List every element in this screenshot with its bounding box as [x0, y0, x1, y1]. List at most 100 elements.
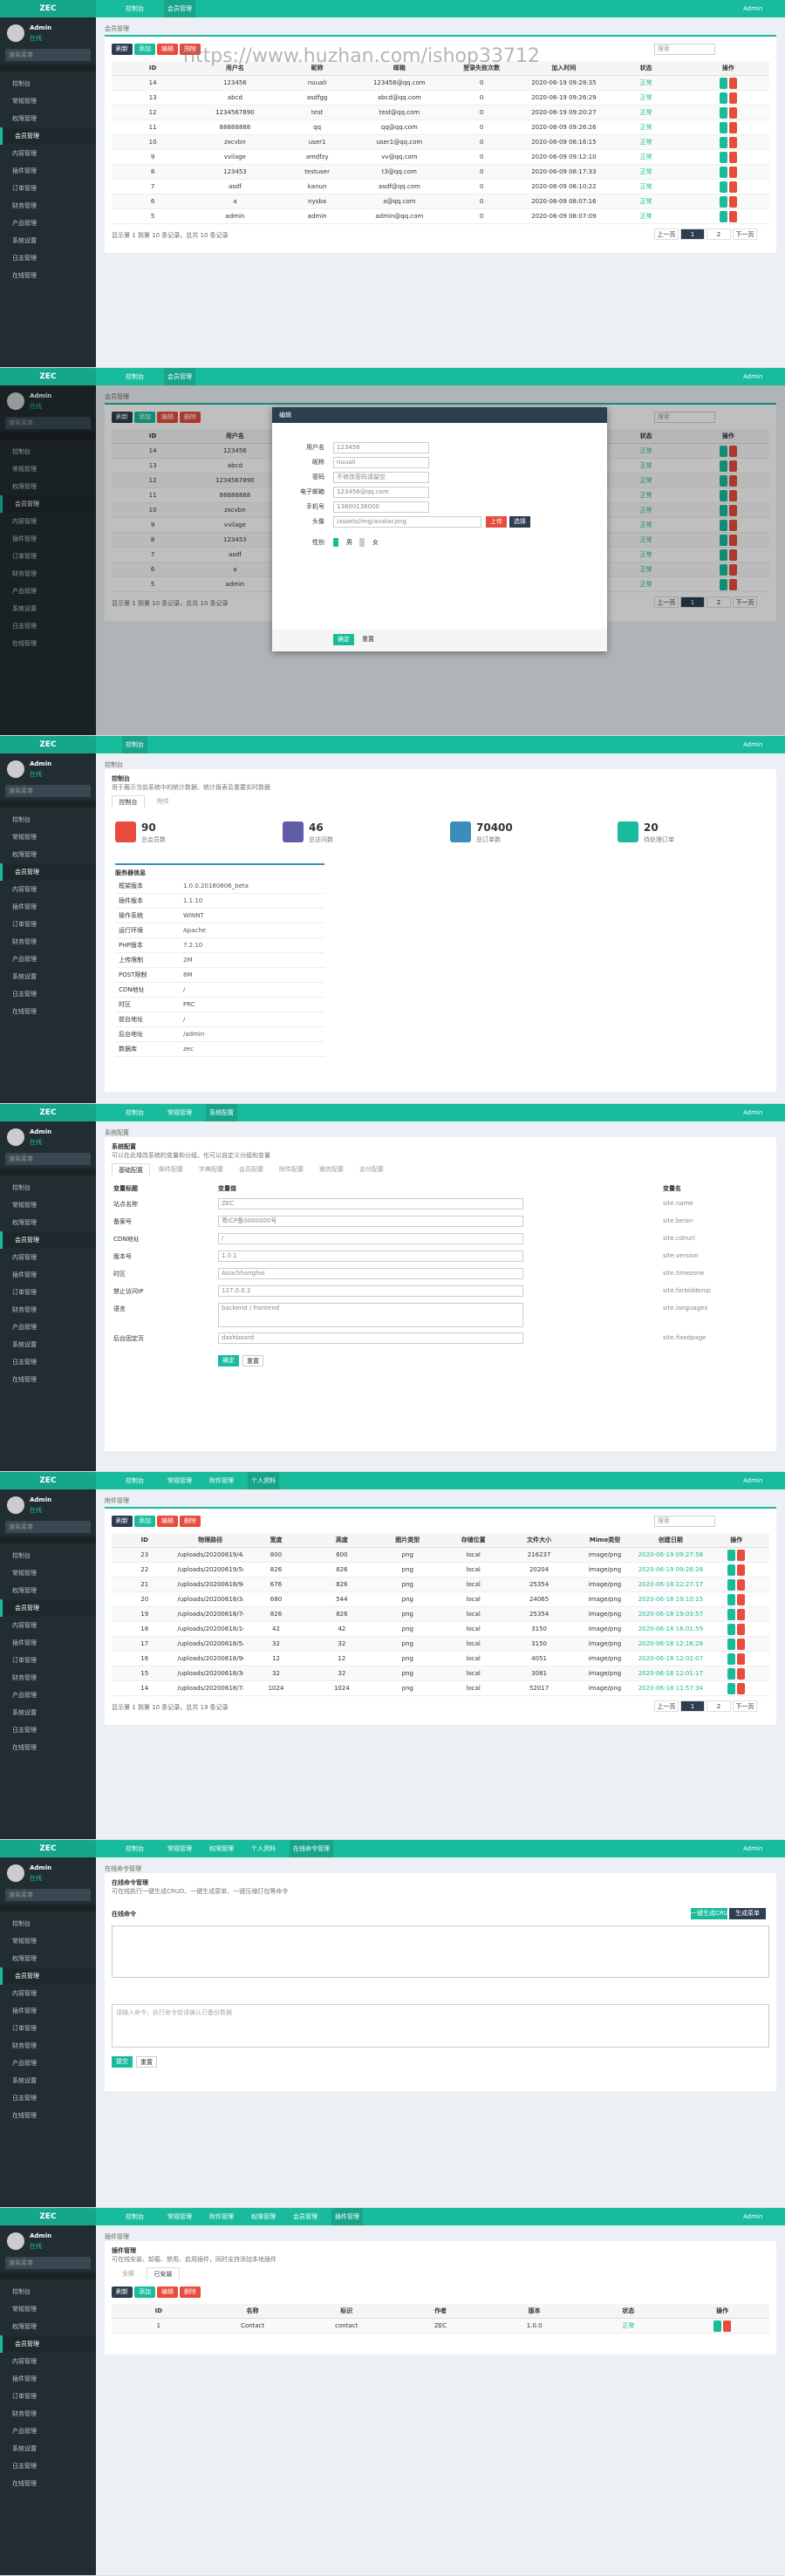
menu-item[interactable]: 财务管理 — [12, 1306, 37, 1313]
menu-item[interactable]: 内容管理 — [12, 518, 37, 525]
search-input[interactable]: 搜索 — [654, 1516, 715, 1527]
action-button[interactable]: 一键生成CRUD — [691, 1908, 727, 1919]
menu-item[interactable]: 内容管理 — [12, 886, 37, 893]
delete-button[interactable] — [728, 549, 737, 561]
field-input[interactable]: /assets/img/avatar.png — [333, 516, 481, 528]
menu-item[interactable]: 产品管理 — [12, 2060, 37, 2067]
edit-button[interactable] — [727, 1668, 736, 1680]
edit-button[interactable] — [727, 1564, 736, 1576]
menu-item[interactable]: 财务管理 — [12, 570, 37, 577]
nav-tab[interactable]: 控制台 — [126, 1109, 144, 1116]
nav-tab[interactable]: 会员管理 — [293, 2213, 317, 2220]
admin-name[interactable]: Admin — [743, 1477, 763, 1484]
field-input[interactable]: 123456 — [333, 442, 429, 453]
delete-button[interactable] — [728, 579, 737, 590]
menu-item[interactable]: 在线管理 — [12, 1008, 37, 1015]
textarea[interactable] — [112, 1925, 769, 1978]
menu-item[interactable]: 财务管理 — [12, 2042, 37, 2049]
delete-button[interactable] — [728, 564, 737, 576]
delete-button[interactable] — [737, 1639, 746, 1650]
delete-button[interactable] — [728, 152, 737, 163]
menu-item[interactable]: 系统设置 — [12, 973, 37, 980]
page-button[interactable]: 上一页 — [654, 228, 679, 240]
menu-item[interactable]: 系统设置 — [12, 1341, 37, 1348]
page-button[interactable]: 下一页 — [733, 228, 757, 240]
delete-button[interactable] — [728, 505, 737, 516]
menu-item[interactable]: 会员管理 — [0, 1967, 96, 1985]
field-input[interactable]: 13800138000 — [333, 501, 429, 513]
sub-tab[interactable]: 邮件配置 — [159, 1166, 183, 1173]
reset-button[interactable]: 重置 — [136, 2056, 157, 2068]
delete-button[interactable] — [728, 490, 737, 501]
menu-item[interactable]: 系统设置 — [12, 1709, 37, 1716]
delete-button[interactable] — [728, 122, 737, 133]
menu-item[interactable]: 系统设置 — [12, 2077, 37, 2084]
nav-tab[interactable]: 会员管理 — [164, 0, 195, 17]
nav-tab[interactable]: 常规管理 — [167, 1477, 192, 1484]
menu-item[interactable]: 控制台 — [12, 1552, 31, 1559]
nav-tab[interactable]: 个人资料 — [251, 1845, 276, 1852]
edit-button[interactable] — [713, 2320, 722, 2332]
menu-item[interactable]: 订单管理 — [12, 921, 37, 928]
edit-button[interactable] — [727, 1683, 736, 1694]
delete-button[interactable] — [737, 1653, 746, 1665]
edit-button[interactable] — [719, 181, 727, 193]
menu-item[interactable]: 产品管理 — [12, 1692, 37, 1699]
menu-item[interactable]: 控制台 — [12, 1920, 31, 1927]
menu-item[interactable]: 权限管理 — [12, 115, 37, 122]
menu-item[interactable]: 控制台 — [12, 2288, 31, 2295]
admin-name[interactable]: Admin — [743, 2213, 763, 2220]
toolbar-button[interactable]: 添加 — [134, 1516, 155, 1527]
delete-button[interactable] — [737, 1668, 746, 1680]
edit-button[interactable] — [719, 475, 727, 487]
delete-button[interactable] — [728, 181, 737, 193]
menu-item[interactable]: 产品管理 — [12, 220, 37, 227]
menu-item[interactable]: 订单管理 — [12, 1289, 37, 1296]
menu-item[interactable]: 系统设置 — [12, 2445, 37, 2452]
menu-item[interactable]: 财务管理 — [12, 2410, 37, 2417]
delete-button[interactable] — [737, 1564, 746, 1576]
field-input[interactable]: 粤ICP备0000000号 — [218, 1216, 523, 1227]
field-input[interactable]: 127.0.0.2 — [218, 1285, 523, 1297]
sub-tab[interactable]: 附件 — [157, 798, 169, 805]
page-button[interactable]: 1 — [680, 596, 705, 608]
delete-button[interactable] — [728, 460, 737, 472]
edit-button[interactable] — [727, 1594, 736, 1605]
menu-item[interactable]: 内容管理 — [12, 150, 37, 157]
page-button[interactable]: 2 — [706, 228, 731, 240]
menu-item[interactable]: 日志管理 — [12, 991, 37, 998]
edit-button[interactable] — [719, 137, 727, 148]
menu-item[interactable]: 会员管理 — [0, 863, 96, 881]
menu-item[interactable]: 财务管理 — [12, 202, 37, 209]
menu-item[interactable]: 会员管理 — [0, 127, 96, 145]
toolbar-button[interactable]: 刷新 — [112, 412, 133, 423]
delete-button[interactable] — [737, 1609, 746, 1620]
nav-tab[interactable]: 系统配置 — [206, 1104, 237, 1121]
ok-button[interactable]: 确定 — [218, 1355, 239, 1366]
radio-option[interactable]: 男 — [333, 538, 352, 547]
menu-item[interactable]: 产品管理 — [12, 956, 37, 963]
menu-item[interactable]: 产品管理 — [12, 588, 37, 595]
toolbar-button[interactable]: 刷新 — [112, 2286, 133, 2298]
menu-item[interactable]: 常规管理 — [12, 834, 37, 841]
menu-item[interactable]: 控制台 — [12, 80, 31, 87]
menu-item[interactable]: 插件管理 — [12, 1271, 37, 1278]
nav-tab[interactable]: 控制台 — [122, 736, 147, 753]
nav-tab[interactable]: 会员管理 — [164, 368, 195, 385]
menu-item[interactable]: 订单管理 — [12, 2393, 37, 2400]
edit-button[interactable] — [727, 1624, 736, 1635]
menu-item[interactable]: 在线管理 — [12, 640, 37, 647]
delete-button[interactable] — [737, 1550, 746, 1561]
menu-item[interactable]: 插件管理 — [12, 167, 37, 174]
nav-tab[interactable]: 常规管理 — [167, 1109, 192, 1116]
sub-tab[interactable]: 基础配置 — [112, 1163, 150, 1176]
admin-name[interactable]: Admin — [743, 373, 763, 380]
action-button[interactable]: 生成菜单 — [729, 1908, 766, 1919]
menu-item[interactable]: 常规管理 — [12, 1938, 37, 1945]
menu-item[interactable]: 插件管理 — [12, 535, 37, 542]
nav-tab[interactable]: 控制台 — [126, 1477, 144, 1484]
menu-item[interactable]: 常规管理 — [12, 98, 37, 105]
toolbar-button[interactable]: 编辑 — [157, 44, 178, 55]
menu-search[interactable]: 搜索菜单 — [5, 1521, 91, 1533]
delete-button[interactable] — [728, 92, 737, 104]
